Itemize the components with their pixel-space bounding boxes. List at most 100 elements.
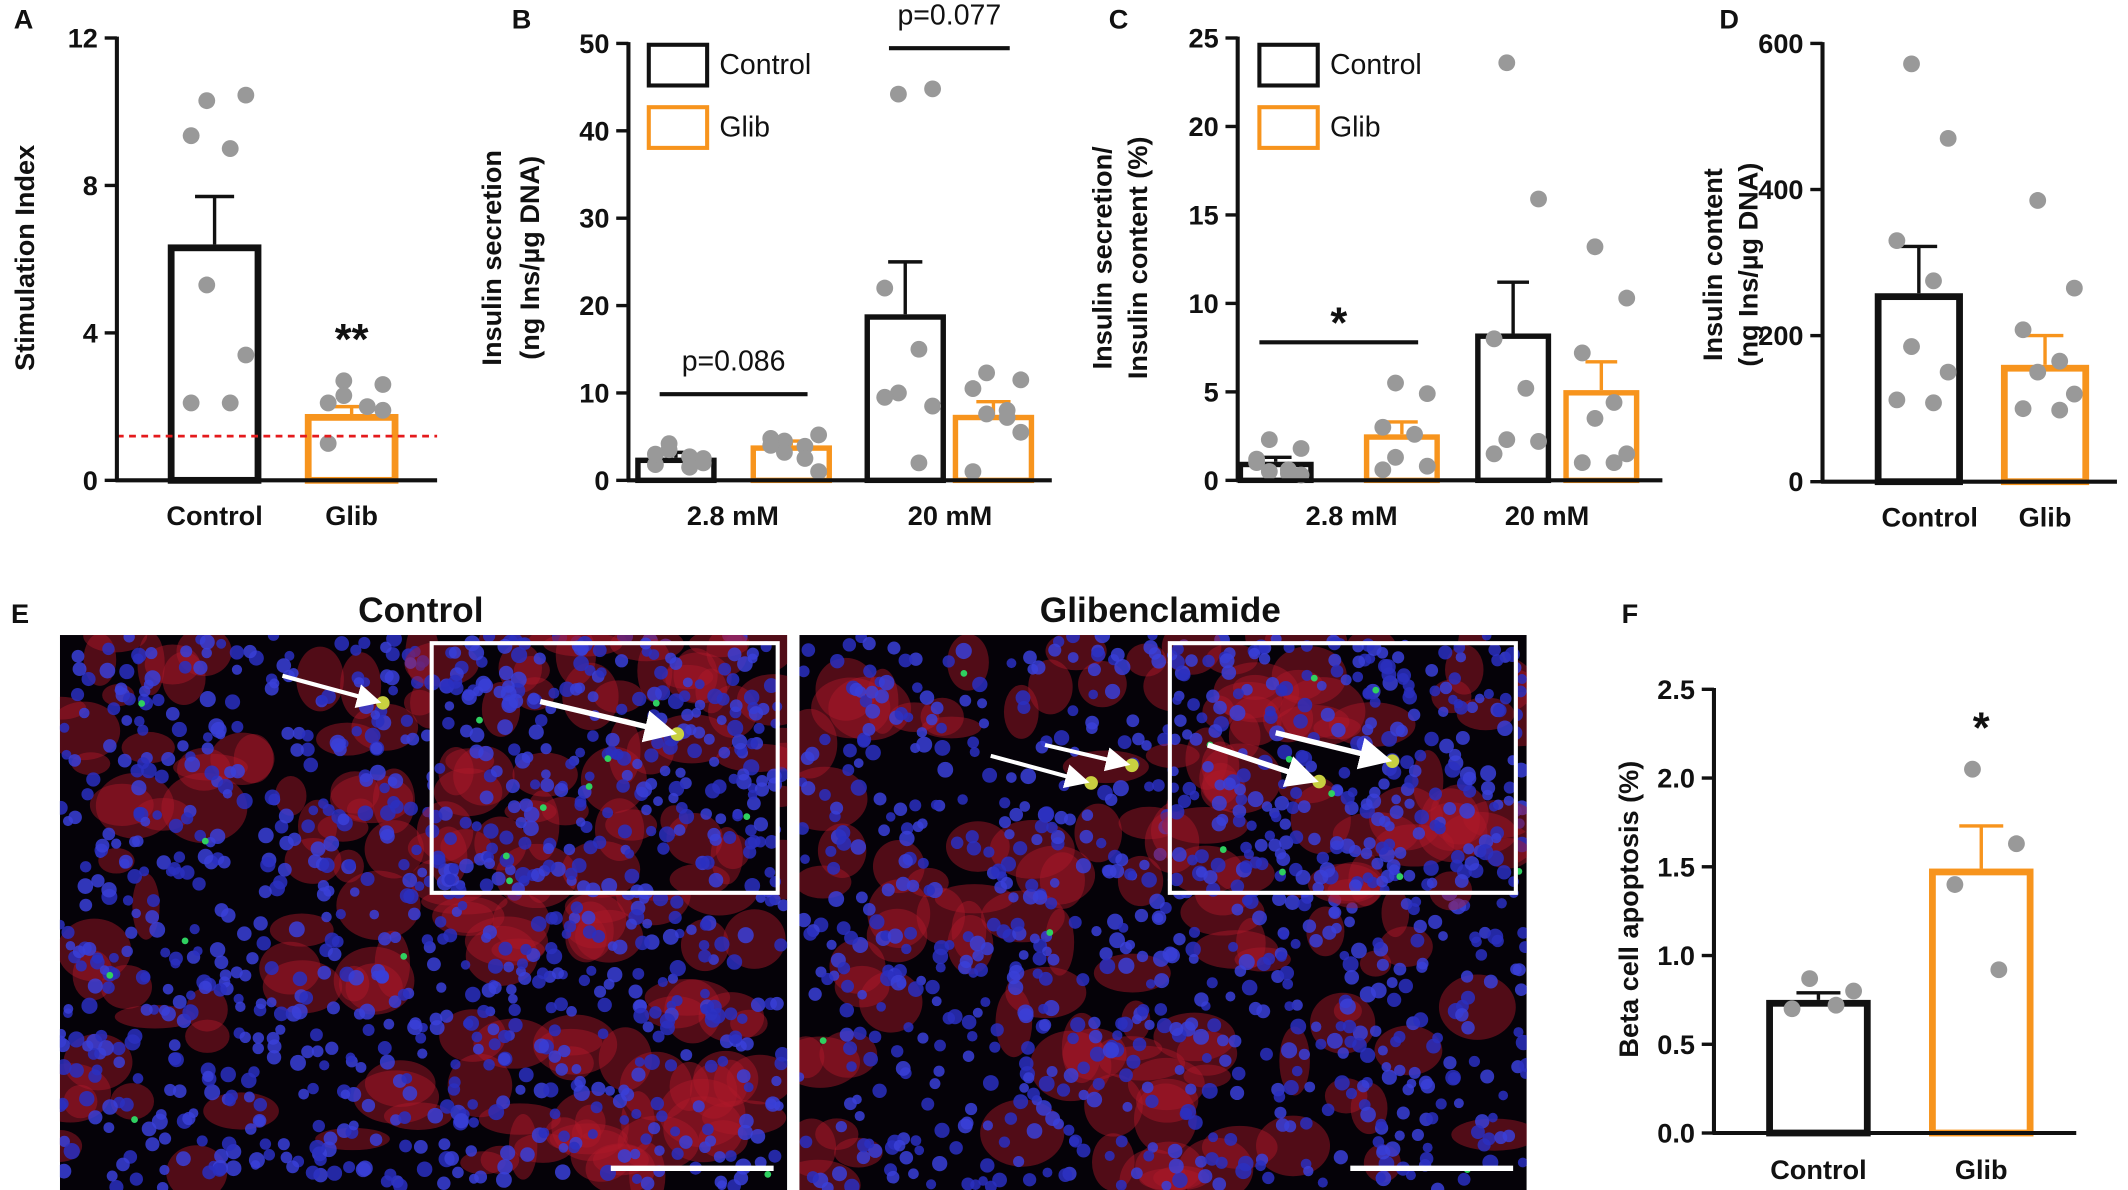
nucleus — [959, 694, 972, 707]
nucleus — [1122, 1101, 1133, 1112]
nucleus — [1241, 979, 1258, 996]
nucleus — [1063, 1068, 1079, 1083]
nucleus — [657, 976, 668, 988]
signal — [506, 877, 513, 885]
nucleus — [558, 1143, 569, 1153]
nucleus — [803, 927, 818, 941]
x-tick-label: Glib — [325, 500, 378, 531]
nucleus — [168, 818, 184, 833]
nucleus — [1272, 891, 1287, 907]
legend-swatch — [1257, 105, 1320, 150]
cytoplasm — [492, 893, 550, 950]
nucleus — [644, 1054, 660, 1070]
nucleus — [1414, 749, 1427, 762]
nucleus — [774, 1101, 784, 1111]
nucleus — [252, 1042, 264, 1055]
nucleus — [180, 645, 193, 658]
y-tick-label: 0 — [594, 465, 609, 496]
data-point — [221, 394, 239, 412]
data-point — [1418, 457, 1436, 475]
nucleus — [401, 1073, 413, 1084]
nucleus — [1109, 932, 1126, 949]
nucleus — [617, 1149, 632, 1163]
nucleus — [1013, 841, 1028, 856]
nucleus — [487, 1023, 500, 1036]
nucleus — [479, 878, 494, 893]
nucleus — [735, 1040, 747, 1052]
nucleus — [826, 939, 837, 950]
nucleus — [1145, 979, 1156, 989]
nucleus — [400, 714, 414, 727]
nucleus — [186, 990, 196, 1001]
nucleus — [1291, 1065, 1303, 1077]
nucleus — [321, 1141, 337, 1158]
nucleus — [982, 1075, 999, 1091]
data-point — [1260, 463, 1278, 480]
nucleus — [1015, 690, 1031, 706]
nucleus — [253, 916, 268, 931]
nucleus — [493, 685, 506, 699]
nucleus — [1154, 973, 1170, 989]
nucleus — [1023, 1072, 1035, 1084]
inset-frame — [1167, 641, 1518, 895]
nucleus — [1228, 1034, 1242, 1048]
nucleus — [540, 743, 552, 755]
nucleus — [652, 1030, 665, 1043]
data-point — [2065, 279, 2083, 297]
nucleus — [1376, 958, 1389, 971]
nucleus — [629, 1148, 641, 1160]
nucleus — [202, 732, 213, 742]
nucleus — [1390, 721, 1405, 737]
nucleus — [926, 1179, 937, 1190]
nucleus — [326, 1165, 343, 1181]
cytoplasm — [1119, 1148, 1187, 1190]
nucleus — [1185, 941, 1201, 958]
nucleus — [156, 855, 171, 870]
nucleus — [154, 769, 169, 784]
cytoplasm — [1438, 974, 1516, 1040]
nucleus — [1004, 829, 1015, 840]
nucleus — [1338, 767, 1351, 779]
nucleus — [102, 981, 115, 994]
nucleus — [1432, 1032, 1443, 1044]
nucleus — [566, 1006, 577, 1017]
nucleus — [140, 816, 151, 827]
nucleus — [682, 677, 693, 688]
nucleus — [1206, 689, 1220, 703]
nucleus — [189, 924, 200, 935]
nucleus — [1308, 832, 1321, 846]
nucleus — [1202, 760, 1214, 773]
nucleus — [213, 983, 227, 997]
nucleus — [619, 1115, 630, 1125]
data-point — [198, 92, 216, 110]
nucleus — [161, 752, 176, 767]
nucleus — [1270, 811, 1282, 823]
data-point — [1418, 385, 1436, 403]
nucleus — [709, 756, 720, 767]
nucleus — [707, 827, 721, 842]
data-point — [1573, 454, 1591, 472]
nucleus — [421, 934, 434, 946]
nucleus — [1481, 635, 1492, 641]
nucleus — [750, 1128, 766, 1144]
nucleus — [98, 1040, 114, 1056]
nucleus — [969, 935, 986, 952]
nucleus — [895, 1061, 911, 1076]
nucleus — [893, 1139, 906, 1152]
data-point — [2029, 192, 2047, 209]
nucleus — [1334, 1075, 1350, 1091]
nucleus — [775, 1047, 788, 1062]
cytoplasm — [593, 680, 644, 714]
nucleus — [1031, 660, 1046, 675]
nucleus — [1351, 942, 1367, 959]
nucleus — [1202, 654, 1215, 668]
nucleus — [657, 842, 670, 855]
nucleus — [647, 686, 662, 702]
nucleus — [1443, 802, 1457, 815]
nucleus — [957, 1118, 973, 1134]
nucleus — [1195, 1155, 1208, 1168]
nucleus — [1393, 962, 1407, 976]
nucleus — [72, 662, 87, 677]
nucleus — [1394, 1064, 1406, 1077]
nucleus — [1239, 860, 1253, 874]
